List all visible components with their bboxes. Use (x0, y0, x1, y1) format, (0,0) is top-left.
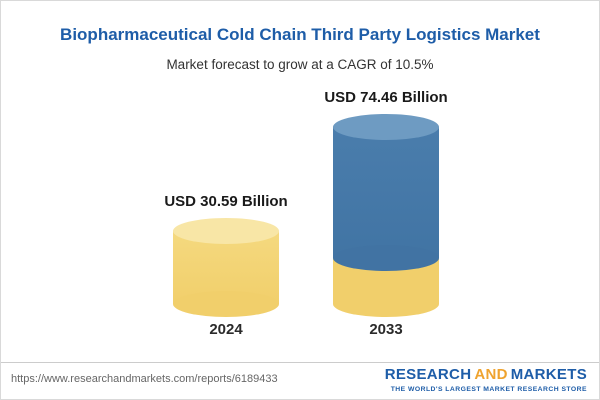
category-label-2024: 2024 (209, 321, 243, 338)
bar-2024 (173, 218, 279, 317)
bar-2033 (333, 114, 439, 317)
bar-value-label-2033: USD 74.46 Billion (324, 89, 448, 106)
bar-2024-top-ellipse (173, 218, 279, 244)
bar-value-label-2024: USD 30.59 Billion (164, 193, 288, 210)
category-label-2033: 2033 (369, 321, 403, 338)
logo-research: RESEARCH (384, 366, 472, 383)
bar-2033-body (333, 114, 439, 317)
logo-and: AND (474, 366, 508, 383)
chart-subtitle: Market forecast to grow at a CAGR of 10.… (166, 57, 434, 72)
logo-markets: MARKETS (510, 366, 587, 383)
logo-wordmark: RESEARCH AND MARKETS (384, 366, 587, 384)
footer-url[interactable]: https://www.researchandmarkets.com/repor… (11, 373, 278, 385)
footer-divider (1, 362, 599, 363)
logo-tagline: THE WORLD'S LARGEST MARKET RESEARCH STOR… (390, 385, 587, 393)
chart-title: Biopharmaceutical Cold Chain Third Party… (60, 25, 540, 44)
researchandmarkets-logo[interactable]: RESEARCH AND MARKETS THE WORLD'S LARGEST M… (384, 366, 587, 393)
bar-2033-junction-ellipse (333, 245, 439, 271)
bar-2024-bottom-ellipse (173, 291, 279, 317)
bar-2024-body (173, 218, 279, 317)
bar-2033-top-ellipse (333, 114, 439, 140)
